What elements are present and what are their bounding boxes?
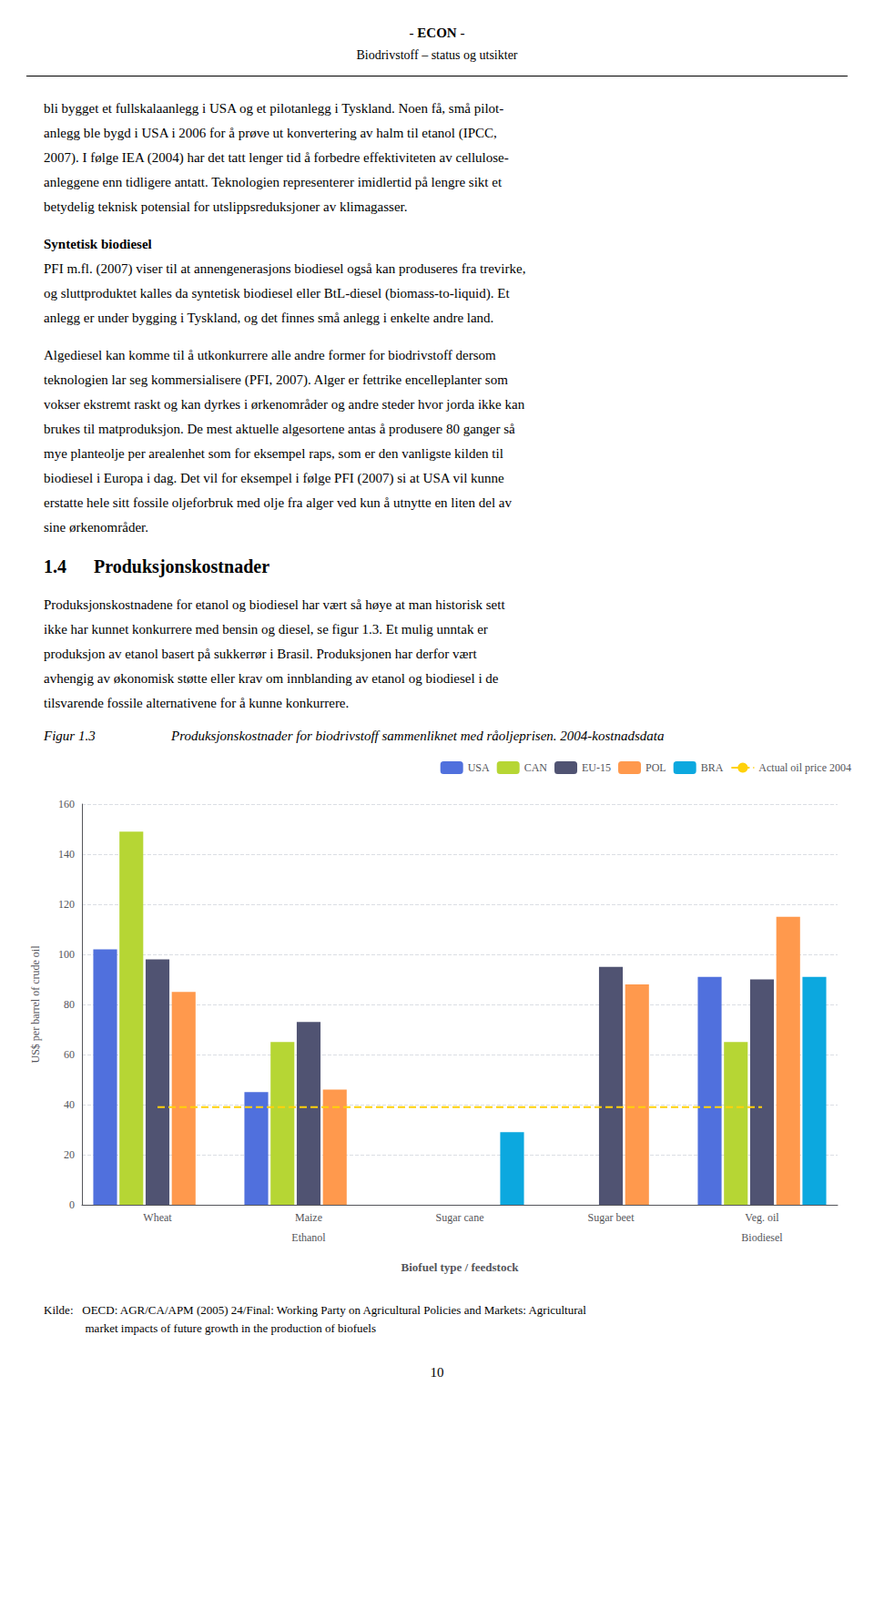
svg-text:US$ per barrel of crude oil: US$ per barrel of crude oil bbox=[29, 945, 42, 1064]
svg-text:EU-15: EU-15 bbox=[581, 761, 611, 774]
html-text:og sluttproduktet kalles da sy: og sluttproduktet kalles da syntetisk bi… bbox=[43, 285, 510, 301]
html-text:anlegg er under bygging i Tysk: anlegg er under bygging i Tyskland, og d… bbox=[43, 310, 494, 326]
html-text:Produksjonskostnadene for etan: Produksjonskostnadene for etanol og biod… bbox=[43, 597, 505, 612]
html-text:2007). I følge IEA (2004) har: 2007). I følge IEA (2004) har det tatt l… bbox=[43, 150, 509, 165]
html-text:avhengig av økonomisk støtte e: avhengig av økonomisk støtte eller krav … bbox=[43, 670, 499, 686]
svg-text:120: 120 bbox=[58, 897, 75, 911]
html-text:biodiesel i Europa i dag. Det: biodiesel i Europa i dag. Det vil for ek… bbox=[43, 470, 505, 486]
svg-text:Biodiesel: Biodiesel bbox=[741, 1230, 783, 1244]
svg-text:Ethanol: Ethanol bbox=[291, 1230, 326, 1244]
svg-text:Sugar beet: Sugar beet bbox=[588, 1210, 636, 1224]
html-text:PFI m.fl. (2007) viser til at: PFI m.fl. (2007) viser til at annengener… bbox=[43, 261, 526, 276]
html-text:teknologien lar seg kommersial: teknologien lar seg kommersialisere (PFI… bbox=[43, 372, 508, 387]
svg-text:BRA: BRA bbox=[701, 761, 724, 774]
html-text:Biodrivstoff – status og utsik: Biodrivstoff – status og utsikter bbox=[356, 48, 518, 62]
svg-text:140: 140 bbox=[58, 847, 75, 861]
svg-text:100: 100 bbox=[58, 947, 75, 961]
html-text:erstatte hele sitt fossile olj: erstatte hele sitt fossile oljeforbruk m… bbox=[43, 495, 512, 510]
html-text:Produksjonskostnader for biodr: Produksjonskostnader for biodrivstoff sa… bbox=[171, 728, 665, 743]
svg-text:CAN: CAN bbox=[524, 761, 549, 774]
svg-text:20: 20 bbox=[63, 1148, 75, 1161]
svg-text:160: 160 bbox=[58, 797, 75, 811]
html-text:anlegg ble bygd i USA i 2006 f: anlegg ble bygd i USA i 2006 for å prøve… bbox=[43, 125, 497, 141]
svg-text:0: 0 bbox=[69, 1198, 75, 1211]
svg-text:Sugar cane: Sugar cane bbox=[436, 1210, 485, 1224]
html-text:10: 10 bbox=[430, 1364, 444, 1380]
html-text:betydelig teknisk potensial fo: betydelig teknisk potensial for utslipps… bbox=[43, 199, 408, 214]
html-text:Kilde: OECD: AGR/CA/APM (2005): Kilde: OECD: AGR/CA/APM (2005) 24/Final:… bbox=[43, 1302, 587, 1317]
svg-text:Wheat: Wheat bbox=[142, 1210, 173, 1224]
html-text:1.4 Produksjonskostnader: 1.4 Produksjonskostnader bbox=[43, 556, 270, 577]
html-text:brukes til matproduksjon. De m: brukes til matproduksjon. De mest aktuel… bbox=[43, 421, 516, 437]
html-text:bli bygget et fullskalaanlegg: bli bygget et fullskalaanlegg i USA og e… bbox=[43, 101, 504, 116]
svg-text:Veg. oil: Veg. oil bbox=[744, 1210, 780, 1224]
svg-text:Maize: Maize bbox=[294, 1210, 323, 1224]
html-text:- ECON -: - ECON - bbox=[409, 25, 465, 41]
html-text:Algediesel kan komme til å utk: Algediesel kan komme til å utkonkurrere … bbox=[43, 347, 496, 363]
svg-text:80: 80 bbox=[63, 997, 75, 1011]
svg-text:POL: POL bbox=[645, 761, 667, 774]
html-text:tilsvarende fossile alternativ: tilsvarende fossile alternativene for å … bbox=[43, 695, 349, 711]
html-text:anleggene enn tidligere antatt: anleggene enn tidligere antatt. Teknolog… bbox=[43, 174, 502, 190]
html-text:vokser ekstremt raskt og kan d: vokser ekstremt raskt og kan dyrkes i ør… bbox=[43, 396, 525, 412]
html-text:produksjon av etanol basert på: produksjon av etanol basert på sukkerrør… bbox=[43, 646, 477, 661]
html-text:sine ørkenområder.: sine ørkenområder. bbox=[43, 519, 149, 535]
html-text:Figur 1.3: Figur 1.3 bbox=[43, 728, 96, 743]
svg-text:Actual oil price 2004: Actual oil price 2004 bbox=[758, 761, 852, 774]
html-text:Syntetisk biodiesel: Syntetisk biodiesel bbox=[43, 236, 152, 252]
svg-text:60: 60 bbox=[63, 1047, 75, 1061]
html-text:ikke har kunnet konkurrere med: ikke har kunnet konkurrere med bensin og… bbox=[43, 621, 488, 637]
svg-text:40: 40 bbox=[63, 1097, 75, 1111]
svg-text:Biofuel type / feedstock: Biofuel type / feedstock bbox=[401, 1260, 520, 1274]
html-text:market impacts of future growt: market impacts of future growth in the p… bbox=[43, 1321, 377, 1335]
svg-text:USA: USA bbox=[467, 761, 490, 774]
html-text:mye planteolje per arealenhet: mye planteolje per arealenhet som for ek… bbox=[43, 446, 504, 461]
